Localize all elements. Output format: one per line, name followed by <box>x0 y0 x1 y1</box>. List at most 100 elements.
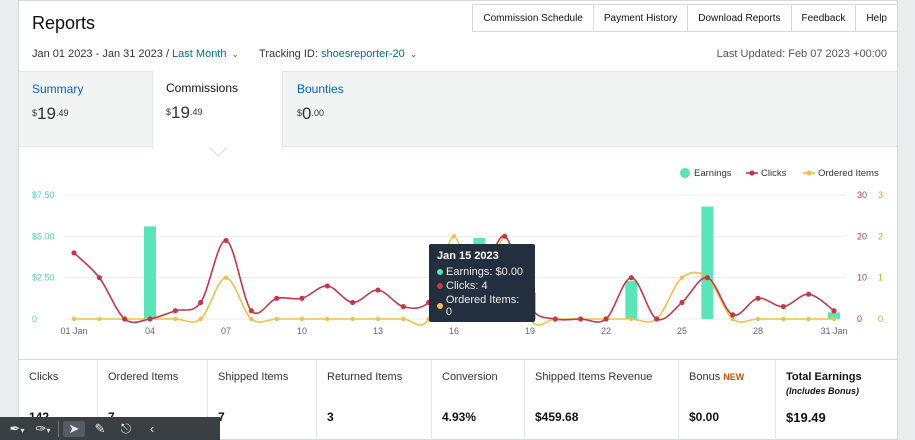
legend-point-swatch <box>806 170 812 176</box>
legend-label: Earnings <box>694 168 732 179</box>
ordered-dot-icon <box>437 303 443 309</box>
clicks-point <box>147 316 153 322</box>
filter-bar: Jan 01 2023 - Jan 31 2023 / Last Month ⌄… <box>32 48 417 60</box>
summary-tabs: Summary $19.49 Commissions $19.49 Bounti… <box>19 71 897 149</box>
stat-label: Total Earnings <box>786 371 862 383</box>
ordered-items-point <box>173 316 178 322</box>
y-right-tick-label: 10 <box>857 273 867 283</box>
clicks-point <box>578 316 584 322</box>
tooltip-ordered: Ordered Items: 0 <box>445 294 520 318</box>
stat-shipped-items: Shipped Items 7 <box>208 360 317 440</box>
earnings-bar <box>701 206 714 319</box>
clicks-point <box>400 304 406 310</box>
y-right-tick-label: 30 <box>857 190 867 200</box>
tab-pointer <box>209 146 227 155</box>
ordered-items-point <box>223 275 229 280</box>
y-right-tick-label: 0 <box>857 314 862 324</box>
stat-value: $459.68 <box>535 410 579 424</box>
clicks-point <box>831 308 837 314</box>
clicks-point <box>502 233 508 239</box>
tab-help[interactable]: Help <box>855 4 898 32</box>
clicks-point <box>552 316 558 322</box>
commissions-label: Commissions <box>166 81 239 95</box>
clicks-point <box>172 308 178 314</box>
y-right2-tick-label: 0 <box>878 314 883 324</box>
clicks-point <box>603 316 609 322</box>
legend-label: Ordered Items <box>818 168 879 179</box>
clicks-point <box>679 299 685 306</box>
ordered-items-point <box>274 316 279 322</box>
ordered-items-point <box>97 316 102 322</box>
highlighter-icon[interactable]: ✑▾ <box>35 420 51 436</box>
tab-commission-schedule[interactable]: Commission Schedule <box>472 4 593 32</box>
chevron-down-icon[interactable]: ⌄ <box>231 48 240 59</box>
clicks-point <box>654 316 660 322</box>
clicks-point <box>755 295 761 301</box>
tab-feedback[interactable]: Feedback <box>790 4 856 32</box>
tab-bounties[interactable]: Bounties $0.00 <box>284 72 414 148</box>
x-tick-label: 10 <box>297 326 307 336</box>
top-nav: Commission Schedule Payment History Down… <box>472 4 898 32</box>
clicks-point <box>628 275 634 281</box>
x-tick-label: 16 <box>449 326 459 336</box>
clicks-point <box>806 291 812 297</box>
y-left-tick-label: $2.50 <box>32 273 55 283</box>
legend-point-swatch <box>749 170 755 176</box>
clicks-point <box>71 250 77 256</box>
ordered-items-point <box>831 316 837 322</box>
stat-sub: (Includes Bonus) <box>786 386 860 396</box>
ordered-items-point <box>71 316 77 322</box>
x-tick-label: 22 <box>601 326 611 336</box>
ordered-items-point <box>806 316 811 322</box>
annotation-toolbar: ✒▾ ✑▾ ➤ ✎ ⎋ ‹ <box>0 417 220 440</box>
clicks-point <box>274 295 280 301</box>
clicks-point <box>223 237 229 244</box>
stat-total-earnings: Total Earnings (Includes Bonus) $19.49 <box>776 360 897 440</box>
period-dropdown[interactable]: Last Month <box>172 48 227 60</box>
x-tick-label: 01 Jan <box>60 326 87 336</box>
tab-payment-history[interactable]: Payment History <box>592 4 688 32</box>
tracking-id-dropdown[interactable]: shoesreporter-20 <box>320 48 405 60</box>
clicks-point <box>730 312 736 318</box>
stat-returned-items: Returned Items 3 <box>317 360 432 440</box>
earnings-bar <box>828 312 840 319</box>
stat-label: Ordered Items <box>108 371 179 383</box>
legend-earnings-swatch <box>680 168 690 178</box>
clicks-point <box>96 275 102 281</box>
reports-card: Reports Commission Schedule Payment Hist… <box>18 0 898 440</box>
pointer-icon[interactable]: ➤ <box>63 420 85 437</box>
collapse-icon[interactable]: ‹ <box>149 421 155 436</box>
y-right2-tick-label: 1 <box>878 273 883 283</box>
earnings-dot-icon <box>437 269 443 275</box>
y-right-tick-label: 20 <box>857 231 867 241</box>
tab-commissions[interactable]: Commissions $19.49 <box>152 71 283 149</box>
x-tick-label: 28 <box>753 326 763 336</box>
tab-summary[interactable]: Summary $19.49 <box>19 72 152 148</box>
page-title: Reports <box>32 13 96 33</box>
summary-label: Summary <box>32 82 84 96</box>
ordered-items-point <box>350 316 355 322</box>
earnings-bar <box>144 226 156 319</box>
x-tick-label: 13 <box>373 326 383 336</box>
pen-icon[interactable]: ✎ <box>94 420 106 436</box>
eraser-icon[interactable]: ⎋ <box>120 420 132 436</box>
earnings-bar <box>625 280 638 319</box>
y-right2-tick-label: 2 <box>878 231 883 241</box>
y-left-tick-label: $7.50 <box>32 190 55 200</box>
stat-label: Shipped Items Revenue <box>535 371 653 383</box>
commissions-value: $19.49 <box>166 103 203 122</box>
tooltip-earnings: Earnings: $0.00 <box>446 266 524 278</box>
y-left-tick-label: $5.00 <box>32 231 55 241</box>
x-tick-label: 19 <box>525 326 535 336</box>
marker-icon[interactable]: ✒▾ <box>9 420 25 436</box>
tab-download-reports[interactable]: Download Reports <box>687 4 791 32</box>
x-tick-label: 25 <box>677 326 687 336</box>
ordered-items-point <box>249 316 254 322</box>
y-right2-tick-label: 3 <box>878 190 883 200</box>
clicks-point <box>198 299 204 306</box>
ordered-items-point <box>401 316 406 322</box>
ordered-items-point <box>375 316 381 322</box>
clicks-point <box>375 287 381 293</box>
chevron-down-icon[interactable]: ⌄ <box>409 48 418 59</box>
stat-label: Returned Items <box>327 371 403 383</box>
